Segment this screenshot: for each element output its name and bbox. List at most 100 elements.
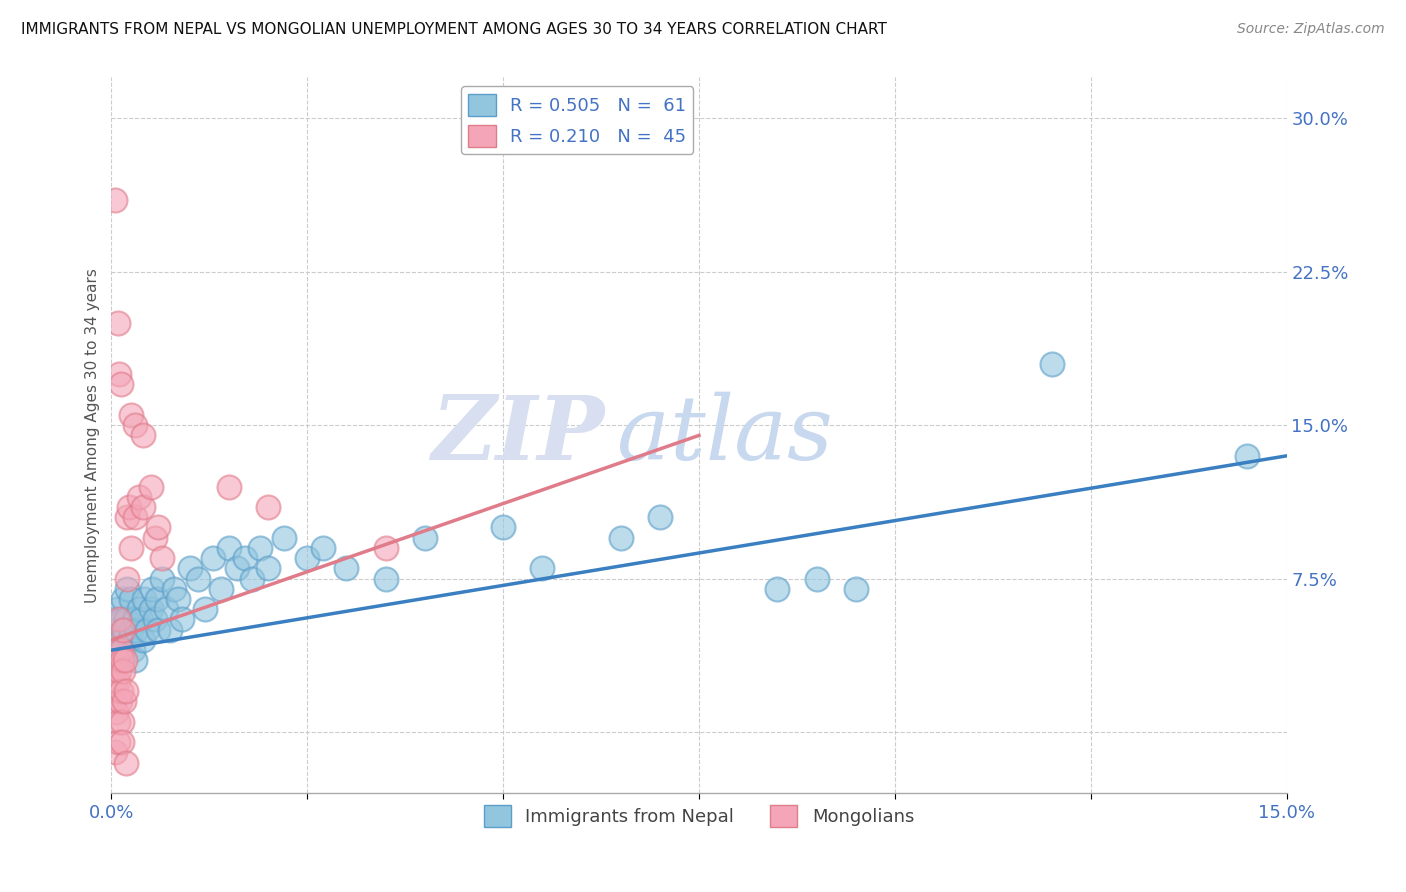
Text: Source: ZipAtlas.com: Source: ZipAtlas.com: [1237, 22, 1385, 37]
Point: [125, 623, 148, 637]
Point: [335, 561, 357, 575]
Point: [107, 714, 129, 729]
Point: [257, 500, 280, 514]
Point: [108, 653, 131, 667]
Point: [105, 705, 128, 719]
Point: [112, 592, 135, 607]
Point: [132, 632, 155, 647]
Point: [146, 592, 169, 607]
Point: [111, 735, 134, 749]
Point: [107, 316, 129, 330]
Point: [159, 623, 181, 637]
Point: [108, 623, 131, 637]
Point: [492, 520, 515, 534]
Point: [134, 592, 156, 607]
Point: [132, 500, 155, 514]
Point: [110, 714, 132, 729]
Point: [114, 612, 136, 626]
Point: [143, 612, 166, 626]
Point: [103, 694, 125, 708]
Point: [163, 582, 186, 596]
Point: [105, 643, 128, 657]
Point: [413, 531, 436, 545]
Point: [218, 541, 240, 555]
Point: [124, 418, 146, 433]
Point: [150, 551, 173, 566]
Point: [107, 673, 129, 688]
Point: [110, 684, 132, 698]
Point: [112, 643, 135, 657]
Point: [312, 541, 335, 555]
Text: ZIP: ZIP: [432, 392, 605, 479]
Point: [124, 510, 146, 524]
Point: [132, 428, 155, 442]
Point: [531, 561, 554, 575]
Point: [374, 572, 396, 586]
Point: [115, 582, 138, 596]
Point: [155, 602, 177, 616]
Point: [766, 582, 789, 596]
Point: [108, 694, 131, 708]
Point: [1040, 357, 1063, 371]
Point: [135, 623, 157, 637]
Point: [225, 561, 247, 575]
Point: [179, 561, 201, 575]
Point: [139, 479, 162, 493]
Point: [194, 602, 217, 616]
Y-axis label: Unemployment Among Ages 30 to 34 years: Unemployment Among Ages 30 to 34 years: [86, 268, 100, 603]
Point: [1236, 449, 1258, 463]
Point: [297, 551, 319, 566]
Point: [143, 531, 166, 545]
Point: [128, 602, 150, 616]
Point: [120, 623, 142, 637]
Point: [110, 377, 132, 392]
Point: [187, 572, 209, 586]
Point: [202, 551, 225, 566]
Point: [120, 592, 142, 607]
Point: [108, 367, 131, 381]
Point: [117, 632, 139, 647]
Point: [108, 664, 131, 678]
Point: [648, 510, 671, 524]
Point: [104, 746, 127, 760]
Point: [101, 664, 124, 678]
Point: [104, 193, 127, 207]
Point: [170, 612, 193, 626]
Point: [110, 612, 132, 626]
Point: [103, 673, 125, 688]
Point: [104, 612, 127, 626]
Point: [107, 735, 129, 749]
Point: [115, 510, 138, 524]
Point: [139, 602, 162, 616]
Point: [122, 643, 145, 657]
Point: [257, 561, 280, 575]
Text: IMMIGRANTS FROM NEPAL VS MONGOLIAN UNEMPLOYMENT AMONG AGES 30 TO 34 YEARS CORREL: IMMIGRANTS FROM NEPAL VS MONGOLIAN UNEMP…: [21, 22, 887, 37]
Point: [129, 612, 152, 626]
Point: [117, 500, 139, 514]
Point: [112, 664, 135, 678]
Point: [110, 632, 132, 647]
Point: [114, 684, 136, 698]
Point: [374, 541, 396, 555]
Point: [115, 572, 138, 586]
Point: [609, 531, 631, 545]
Point: [124, 653, 146, 667]
Point: [209, 582, 232, 596]
Point: [845, 582, 868, 596]
Point: [110, 653, 132, 667]
Point: [273, 531, 295, 545]
Point: [112, 694, 135, 708]
Point: [120, 541, 142, 555]
Point: [124, 612, 146, 626]
Point: [108, 612, 131, 626]
Point: [148, 520, 170, 534]
Legend: Immigrants from Nepal, Mongolians: Immigrants from Nepal, Mongolians: [477, 798, 921, 834]
Point: [141, 582, 163, 596]
Point: [806, 572, 828, 586]
Point: [105, 653, 128, 667]
Point: [120, 408, 142, 422]
Point: [114, 623, 136, 637]
Point: [148, 623, 170, 637]
Point: [218, 479, 240, 493]
Text: atlas: atlas: [617, 392, 832, 479]
